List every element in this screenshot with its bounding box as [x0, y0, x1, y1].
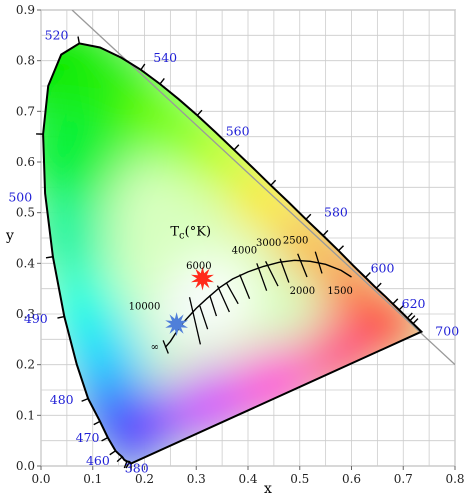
spectral-tick	[93, 420, 101, 426]
spectral-tick	[338, 245, 344, 252]
spectral-tick	[406, 312, 413, 319]
spectral-tick	[81, 397, 89, 402]
isotherm-line	[216, 285, 230, 313]
spectral-tick	[109, 450, 116, 456]
spectral-tick	[375, 282, 382, 289]
isotherm-lines	[162, 251, 323, 354]
isotherm-line	[279, 258, 290, 283]
temperature-label: 2000	[290, 286, 315, 297]
temperature-label: 3000	[256, 238, 281, 249]
tc-label-main: T	[170, 224, 179, 239]
y-tick-label: 0.2	[16, 358, 35, 372]
star-marker	[191, 266, 214, 291]
x-tick-label: 0.0	[31, 472, 50, 486]
tc-label-sub: c	[179, 230, 185, 241]
spectral-tick	[45, 256, 54, 259]
x-axis-ticks: 0.0 0.1 0.2 0.3 0.4 0.5 0.6 0.7 0.8	[31, 466, 465, 486]
wavelength-label: 600	[371, 260, 395, 275]
spectral-tick	[409, 315, 416, 322]
isotherm-line	[256, 263, 268, 291]
isotherm-line	[199, 305, 209, 330]
x-tick-label: 0.8	[445, 472, 464, 486]
spectral-tick	[140, 63, 146, 71]
spectral-tick	[270, 179, 277, 186]
wavelength-label: 490	[24, 311, 48, 326]
isotherm-line	[209, 295, 218, 317]
wavelength-label: 520	[45, 27, 69, 42]
wavelength-label: 700	[435, 324, 459, 339]
spectral-tick	[305, 213, 312, 220]
spectral-tick	[196, 109, 203, 116]
star-marker	[165, 312, 188, 337]
isotherm-line	[188, 297, 202, 345]
wavelength-label: 540	[153, 50, 177, 65]
temperature-label: 4000	[232, 246, 257, 257]
wavelength-labels: 380 460 470 480 490 500 520 540 560 580 600 620 700	[8, 27, 459, 475]
spectral-tick	[57, 315, 65, 319]
spectral-tick	[233, 144, 240, 151]
temperature-label: 2500	[283, 236, 308, 247]
isotherm-line	[239, 274, 251, 300]
temperature-label: 6000	[186, 261, 211, 272]
y-tick-label: 0.3	[16, 307, 35, 321]
y-axis-ticks: 0.0 0.1 0.2 0.3 0.4 0.5 0.6 0.7 0.8 0.9	[16, 3, 41, 473]
wavelength-label: 470	[76, 430, 100, 445]
gamut-color-blob	[43, 107, 122, 217]
spectral-tick	[125, 461, 131, 469]
spectral-tick	[77, 36, 80, 44]
spectral-tick	[398, 304, 405, 311]
wavelength-label: 580	[324, 205, 348, 220]
white-point-markers	[165, 266, 214, 337]
y-tick-label: 0.5	[16, 206, 35, 220]
diagonal-line	[71, 10, 455, 366]
y-tick-label: 0.8	[16, 54, 35, 68]
x-tick-label: 0.7	[394, 472, 413, 486]
tc-label-suffix: (°K)	[185, 224, 211, 239]
y-tick-label: 0.4	[16, 256, 35, 270]
gamut-color-blob	[120, 391, 189, 460]
wavelength-label: 560	[226, 124, 250, 139]
y-tick-label: 0.0	[16, 459, 35, 473]
wavelength-label: 480	[50, 392, 74, 407]
wavelength-label: 620	[402, 296, 426, 311]
x-tick-label: 0.3	[187, 472, 206, 486]
tc-label: Tc(°K)	[170, 224, 211, 241]
temperature-label: 1500	[327, 286, 352, 297]
x-tick-label: 0.2	[135, 472, 154, 486]
x-tick-label: 0.5	[290, 472, 309, 486]
wavelength-label: 460	[86, 453, 110, 468]
gamut-color-blob	[155, 284, 216, 344]
y-tick-label: 0.1	[16, 408, 35, 422]
isotherm-line	[265, 261, 279, 287]
temperature-label: 10000	[129, 301, 161, 312]
spectral-tick	[101, 437, 109, 442]
y-tick-label: 0.6	[16, 155, 35, 169]
isotherm-line	[225, 282, 239, 305]
spectral-tick	[123, 461, 128, 469]
x-tick-label: 0.1	[83, 472, 102, 486]
gamut-color-blob	[43, 193, 112, 283]
x-tick-label: 0.4	[238, 472, 257, 486]
temperature-label: ∞	[151, 342, 159, 353]
spectral-locus	[42, 42, 424, 465]
spectral-tick	[392, 298, 399, 305]
x-tick-label: 0.6	[342, 472, 361, 486]
isotherm-line	[297, 253, 308, 278]
spectral-tick	[412, 318, 419, 325]
spectral-locus-ticks	[36, 36, 419, 471]
isotherm-line	[314, 251, 323, 274]
wavelength-label: 380	[125, 461, 149, 476]
x-axis-title: x	[264, 481, 272, 497]
y-tick-label: 0.7	[16, 104, 35, 118]
y-axis-title: y	[5, 228, 14, 244]
spectral-tick	[159, 78, 165, 85]
spectral-tick	[116, 456, 123, 463]
spectral-tick	[322, 229, 329, 236]
spectral-tick	[364, 272, 371, 279]
wavelength-label: 500	[8, 189, 32, 204]
isotherm-line	[162, 340, 169, 354]
y-tick-label: 0.9	[16, 3, 35, 17]
